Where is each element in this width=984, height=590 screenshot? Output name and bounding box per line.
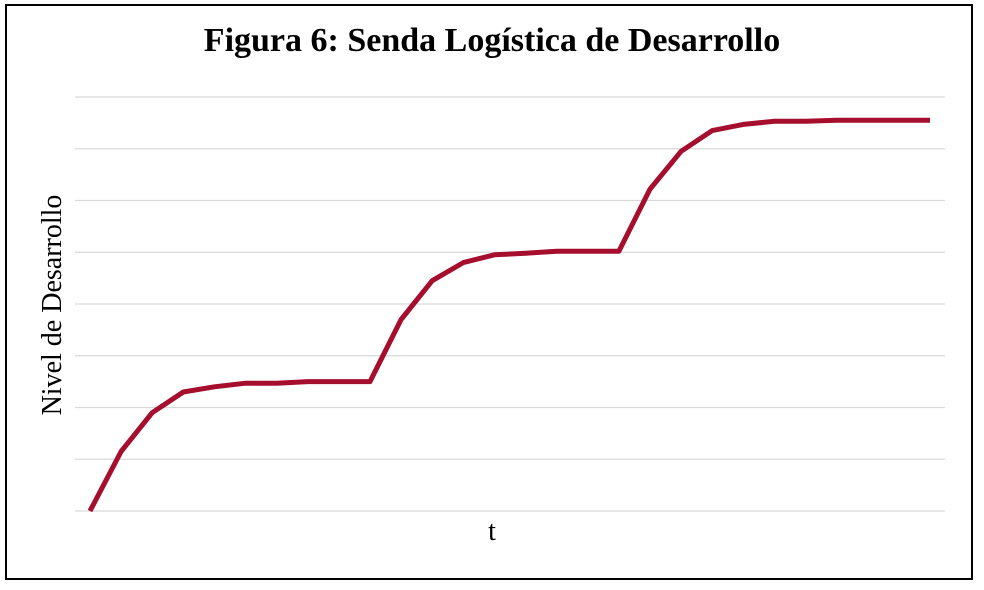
- series-line-0: [87, 117, 930, 513]
- y-axis-label: Nivel de Desarrollo: [37, 194, 68, 416]
- chart-frame: [5, 4, 973, 580]
- chart-title: Figura 6: Senda Logística de Desarrollo: [203, 22, 781, 59]
- series-group: [87, 117, 930, 513]
- gridlines: [75, 96, 945, 512]
- x-axis-label: t: [488, 516, 496, 547]
